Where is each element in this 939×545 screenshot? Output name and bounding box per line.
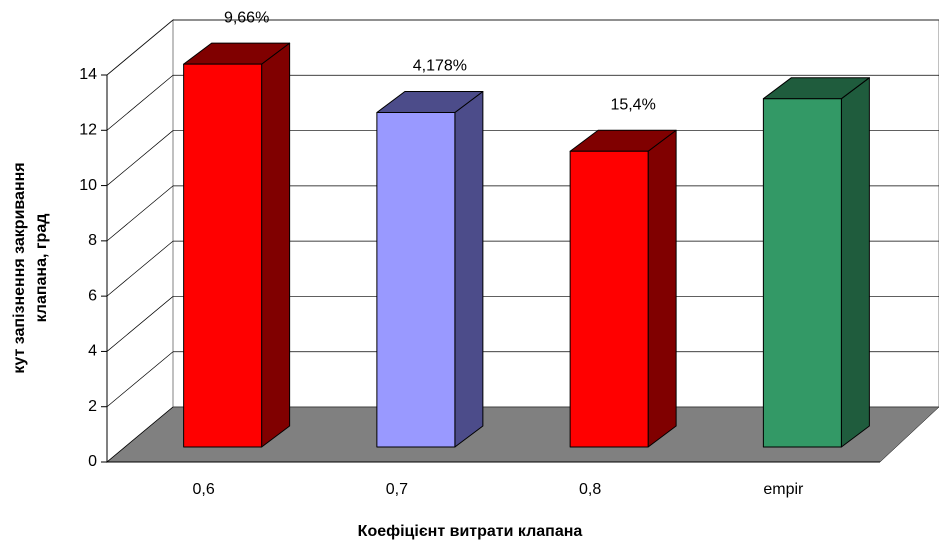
bar-side: [261, 42, 291, 448]
y-tick-label: 2: [88, 398, 97, 415]
y-axis-title: кут запізнення закривання: [11, 162, 28, 373]
side-wall: [106, 18, 174, 464]
bar-side: [647, 129, 677, 448]
annotation: 4,178%: [413, 58, 467, 75]
x-axis-title: Коефіцієнт витрати клапана: [358, 523, 583, 540]
grid-line: [106, 75, 174, 131]
bar: [762, 98, 842, 448]
bar-side: [840, 77, 870, 448]
grid-line: [106, 296, 174, 352]
grid-line: [106, 19, 174, 76]
y-tick-label: 6: [88, 287, 97, 304]
x-tick-label: empir: [763, 481, 804, 498]
annotation: 15,4%: [610, 96, 655, 113]
x-tick-label: 0,8: [579, 481, 601, 498]
y-tick-label: 10: [79, 177, 97, 194]
x-tick-label: 0,7: [386, 481, 408, 498]
grid-line: [106, 351, 174, 407]
y-tick-label: 0: [88, 453, 97, 470]
bar: [569, 150, 649, 448]
y-axis-title: клапана, град: [33, 214, 50, 323]
grid-line: [106, 406, 174, 463]
y-tick-label: 12: [79, 122, 97, 139]
annotation: 9,66%: [224, 9, 269, 26]
y-tick-label: 8: [88, 232, 97, 249]
bar: [183, 63, 263, 448]
grid-line: [106, 240, 174, 297]
bar-side: [454, 91, 484, 448]
grid-line: [106, 185, 174, 242]
grid-line: [106, 130, 174, 186]
x-tick-label: 0,6: [193, 481, 215, 498]
bar: [376, 112, 456, 448]
y-tick-label: 14: [79, 66, 97, 83]
y-tick-label: 4: [88, 343, 97, 360]
